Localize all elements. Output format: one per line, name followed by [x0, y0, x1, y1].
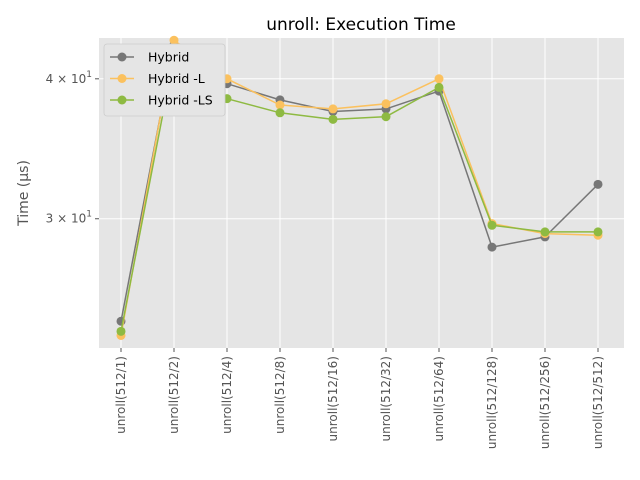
x-tick-label: unroll(512/1)	[114, 356, 128, 434]
data-point	[328, 104, 338, 114]
y-axis-label: Time (µs)	[16, 160, 32, 227]
data-point	[593, 227, 603, 237]
data-point	[381, 112, 391, 122]
x-tick-label: unroll(512/32)	[379, 356, 393, 441]
data-point	[487, 220, 497, 230]
data-point	[434, 74, 444, 84]
legend-label: Hybrid -LS	[148, 93, 213, 108]
legend-marker	[117, 95, 127, 105]
data-point	[540, 227, 550, 237]
data-point	[328, 114, 338, 124]
data-point	[275, 108, 285, 118]
y-axis-ticks: 3 × 101 4 × 101	[46, 70, 99, 226]
x-tick-label: unroll(512/256)	[538, 356, 552, 449]
data-point	[169, 35, 179, 45]
legend-label: Hybrid -L	[148, 71, 205, 86]
data-point	[381, 99, 391, 109]
x-axis-ticks: unroll(512/1) unroll(512/2) unroll(512/4) u…	[114, 348, 605, 449]
legend-marker	[117, 74, 127, 83]
x-tick-label: unroll(512/4)	[220, 356, 234, 434]
chart-title: unroll: Execution Time	[266, 15, 456, 35]
y-tick-label: 4 × 101	[46, 70, 92, 86]
x-tick-label: unroll(512/128)	[485, 356, 499, 449]
x-tick-label: unroll(512/64)	[432, 356, 446, 441]
data-point	[275, 100, 285, 110]
x-tick-label: unroll(512/8)	[273, 356, 287, 434]
data-point	[593, 179, 603, 189]
legend-label: Hybrid	[148, 50, 189, 65]
legend-marker	[117, 52, 127, 62]
legend-frame	[103, 43, 226, 117]
grid	[99, 38, 624, 348]
legend: Hybrid Hybrid -L Hybrid -LS	[103, 43, 226, 117]
data-point	[116, 326, 126, 336]
x-tick-label: unroll(512/16)	[326, 356, 340, 441]
y-tick-label: 3 × 101	[46, 210, 92, 226]
x-tick-label: unroll(512/2)	[167, 356, 181, 434]
data-point	[487, 242, 497, 252]
x-tick-label: unroll(512/512)	[591, 356, 605, 449]
data-point	[434, 82, 444, 92]
